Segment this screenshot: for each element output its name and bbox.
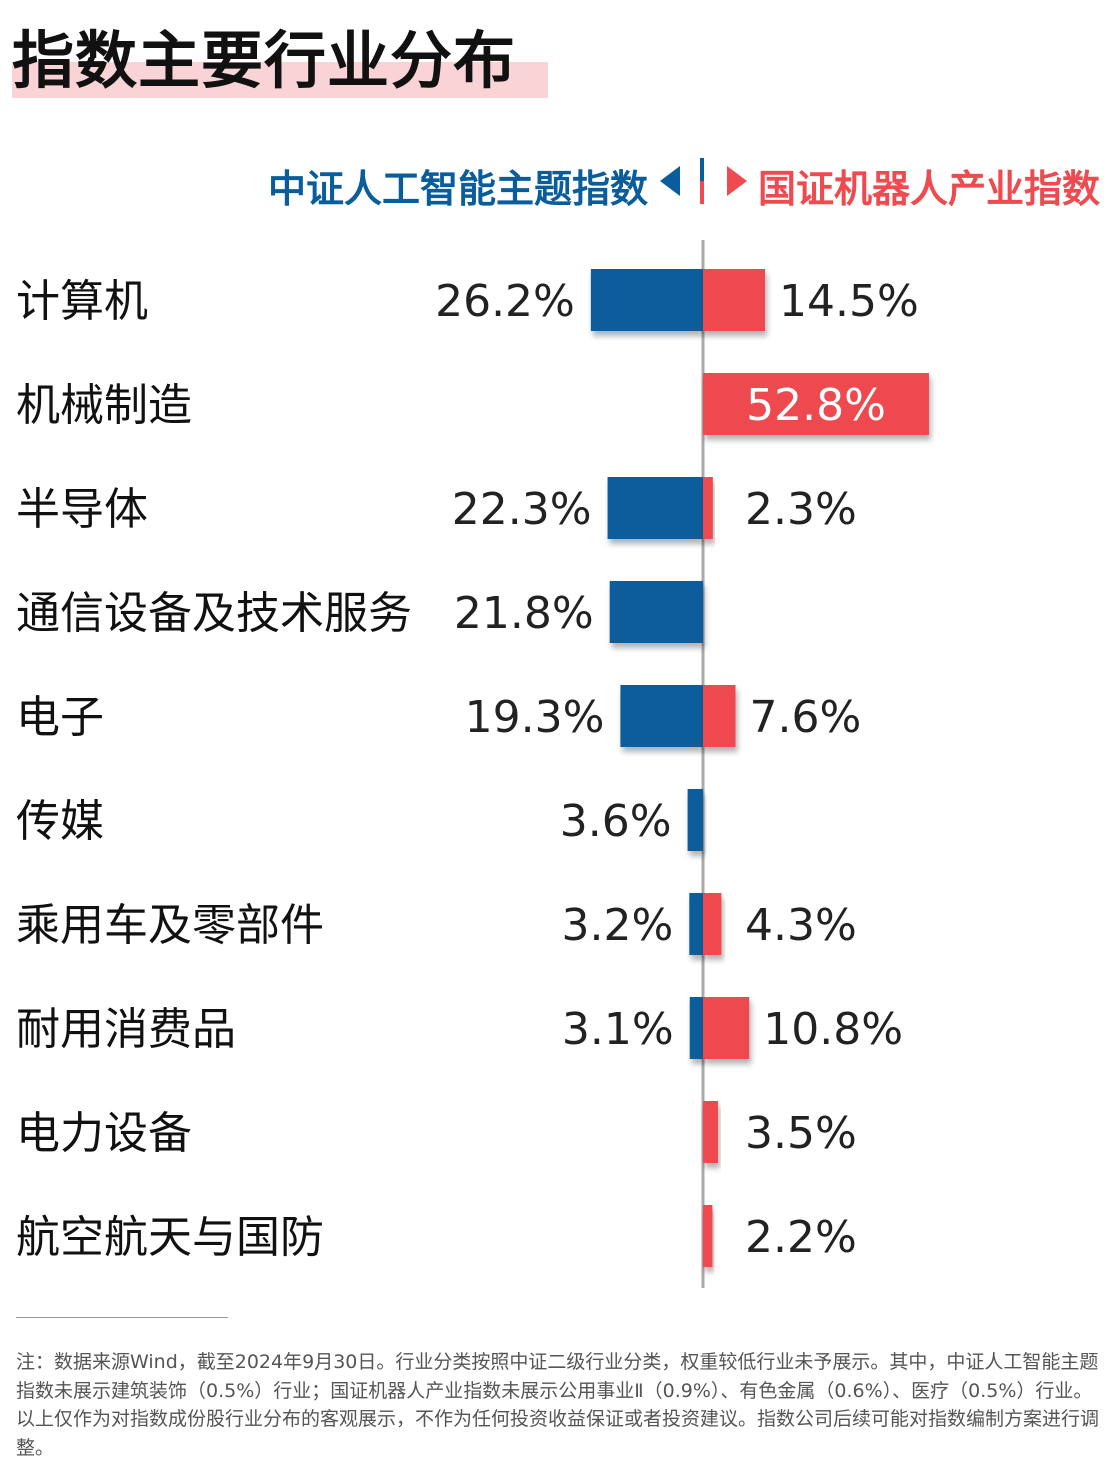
value-label-left: 3.2% [562,900,674,951]
value-label-right: 10.8% [763,1004,903,1055]
value-label-right: 14.5% [779,276,919,327]
bar-right [703,893,722,955]
category-label: 耐用消费品 [16,1004,236,1055]
category-label: 乘用车及零部件 [16,900,324,951]
value-label-left: 26.2% [435,276,575,327]
bar-right [703,269,766,331]
value-label-left: 19.3% [465,692,605,743]
bar-left [687,789,703,851]
bar-left [590,269,703,331]
bar-left [609,581,703,643]
value-label-right: 52.8% [746,380,886,431]
triangle-right-icon [727,166,747,196]
bar-left [620,685,703,747]
category-label: 电力设备 [16,1108,192,1159]
value-label-right: 2.2% [745,1212,857,1263]
bar-left [689,893,703,955]
bar-left [607,477,703,539]
bar-right [703,685,736,747]
footnote: 注：数据来源Wind，截至2024年9月30日。行业分类按照中证二级行业分类，权… [16,1351,1100,1459]
legend-left: 中证人工智能主题指数 [267,167,648,211]
bar-right [703,997,750,1059]
value-label-left: 22.3% [452,484,592,535]
bar-right [703,373,929,435]
bar-right [703,1205,713,1267]
value-label-left: 3.6% [560,796,672,847]
value-label-left: 3.1% [562,1004,674,1055]
category-label: 通信设备及技术服务 [16,588,412,639]
diverging-bar-chart: 计算机 26.2% 14.5% 机械制造 52.8% 半导体 22.3% 2.3% 通信设备及技… [16,240,929,1288]
bar-right [703,1101,718,1163]
value-label-right: 2.3% [745,484,857,535]
title-highlight [12,62,548,98]
value-label-right: 3.5% [745,1108,857,1159]
category-label: 传媒 [16,796,104,847]
value-label-left: 21.8% [454,588,594,639]
bar-right [703,477,713,539]
category-label: 计算机 [16,276,148,327]
triangle-left-icon [660,166,680,196]
value-label-right: 4.3% [745,900,857,951]
category-label: 航空航天与国防 [16,1212,324,1263]
category-label: 机械制造 [16,380,192,431]
legend-separator [700,158,704,204]
value-label-right: 7.6% [750,692,862,743]
footnote-divider [16,1317,228,1318]
legend-right: 国证机器人产业指数 [758,167,1101,211]
page-title: 指数主要行业分布 [12,24,517,97]
category-label: 半导体 [16,484,148,535]
category-label: 电子 [16,692,104,743]
bar-left [689,997,703,1059]
